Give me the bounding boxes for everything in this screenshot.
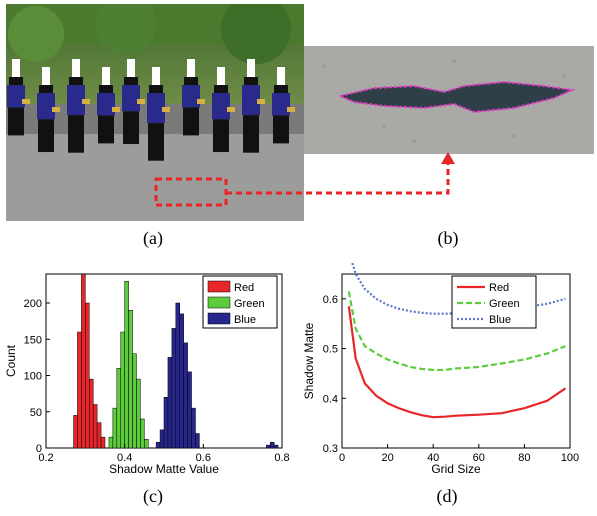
- y-tick-label: 0.3: [323, 443, 338, 455]
- histogram-bar: [160, 430, 164, 448]
- legend-label: Blue: [234, 314, 256, 326]
- y-tick-label: 100: [24, 371, 42, 383]
- histogram-bar: [176, 303, 180, 448]
- histogram-bar: [74, 415, 78, 448]
- y-axis-label: Count: [4, 344, 18, 377]
- x-tick-label: 80: [518, 452, 530, 464]
- legend-label: Green: [234, 298, 265, 310]
- histogram-bar: [274, 445, 278, 448]
- histogram-bar: [85, 303, 89, 448]
- histogram-bar: [184, 343, 188, 448]
- y-tick-label: 150: [24, 334, 42, 346]
- legend-label: Blue: [489, 314, 511, 326]
- caption-b: (b): [418, 228, 478, 249]
- histogram-bar: [101, 437, 105, 448]
- y-tick-label: 0: [36, 443, 42, 455]
- x-tick-label: 0: [339, 452, 345, 464]
- caption-d: (d): [417, 486, 477, 507]
- histogram-bar: [89, 379, 93, 448]
- histogram-bar: [117, 368, 121, 448]
- histogram-bar: [156, 442, 160, 448]
- histogram-bar: [125, 281, 129, 448]
- histogram-bar: [195, 434, 199, 449]
- histogram-bar: [136, 379, 140, 448]
- histogram-bar: [140, 419, 144, 448]
- y-tick-label: 0.4: [323, 393, 338, 405]
- x-axis-label: Shadow Matte Value: [109, 462, 219, 476]
- y-tick-label: 200: [24, 298, 42, 310]
- legend-label: Green: [489, 298, 520, 310]
- histogram-bar: [113, 408, 117, 448]
- histogram-bar: [129, 310, 133, 448]
- legend-label: Red: [234, 282, 254, 294]
- histogram-bar: [172, 328, 176, 448]
- histogram-bar: [266, 445, 270, 448]
- caption-a: (a): [123, 228, 183, 249]
- histogram-bar: [168, 357, 172, 448]
- histogram-bar: [164, 397, 168, 448]
- x-tick-label: 0.8: [274, 452, 289, 464]
- caption-c: (c): [123, 486, 183, 507]
- legend-swatch: [208, 313, 230, 324]
- histogram-bar: [180, 314, 184, 448]
- histogram-bar: [121, 332, 125, 448]
- histogram-bar: [81, 274, 85, 448]
- histogram-bar: [77, 332, 81, 448]
- histogram-bar: [144, 439, 148, 448]
- histogram-bar: [109, 437, 113, 448]
- legend-swatch: [208, 281, 230, 292]
- legend-swatch: [208, 297, 230, 308]
- histogram-bar: [192, 408, 196, 448]
- y-tick-label: 0.5: [323, 344, 338, 356]
- histogram-bar: [97, 423, 101, 448]
- histogram-bar: [270, 442, 274, 448]
- y-axis-label: Shadow Matte: [302, 322, 316, 399]
- histogram-bar: [188, 372, 192, 448]
- y-tick-label: 50: [30, 407, 42, 419]
- legend-label: Red: [489, 282, 509, 294]
- histogram-bar: [133, 354, 137, 448]
- y-tick-label: 0.6: [323, 294, 338, 306]
- x-tick-label: 100: [561, 452, 579, 464]
- x-tick-label: 20: [381, 452, 393, 464]
- x-axis-label: Grid Size: [431, 462, 481, 476]
- histogram-bar: [93, 405, 97, 449]
